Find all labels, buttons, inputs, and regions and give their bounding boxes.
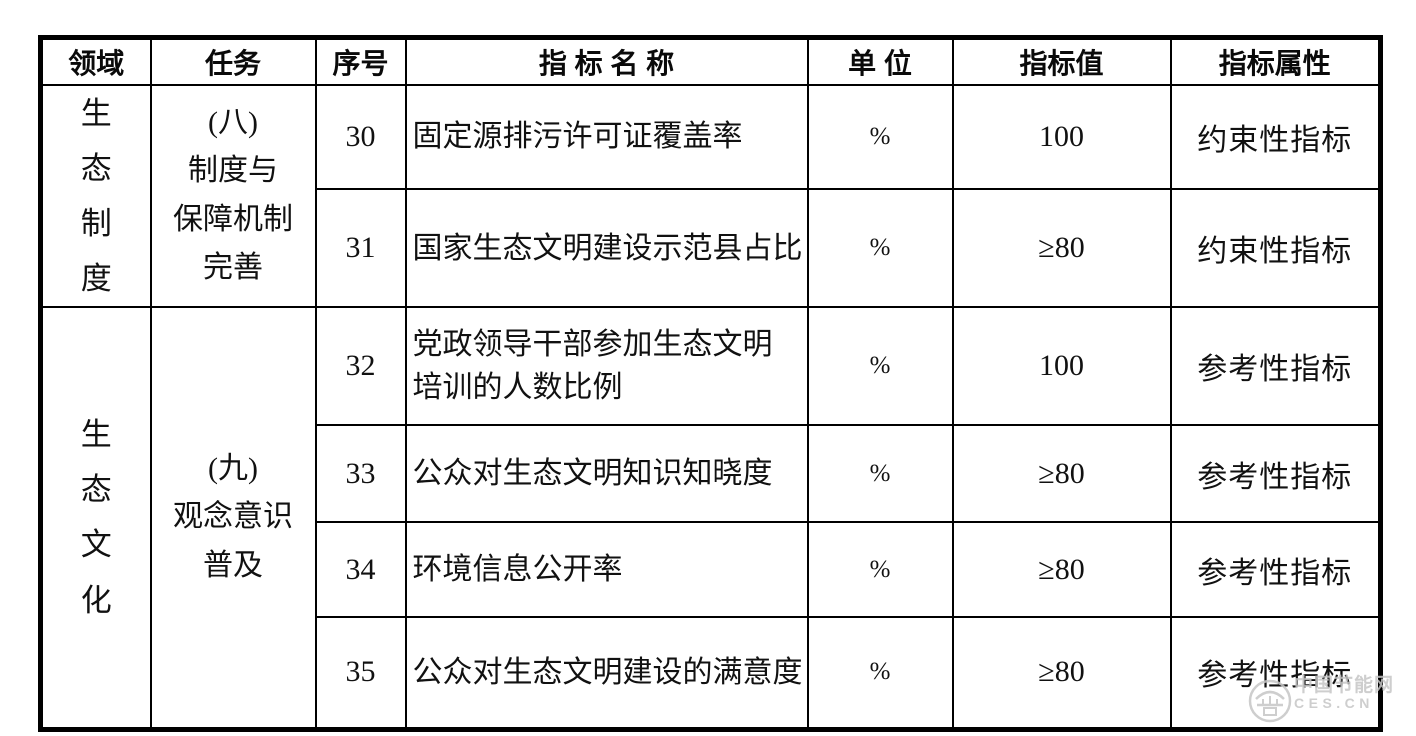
watermark-text: 中国节能网 CES.CN <box>1294 676 1394 711</box>
table-row-31: 31 国家生态文明建设示范县占比% ≥80 约束性指标 <box>41 188 1382 309</box>
task-cell: (八) 制度与 保障机制 完善 <box>149 83 317 309</box>
serial-number-cell: 35 <box>314 616 407 731</box>
header-row: 领域 任务 序号指 标 名 称单 位指标值 指标属性 <box>39 36 1382 86</box>
serial-number-cell: 30 <box>314 83 407 191</box>
domain-cell: 生 态 文 化 <box>39 306 152 731</box>
column-header-3: 序号 <box>314 36 407 86</box>
table-row-30: 生 态 制 度 (八) 制度与 保障机制 完善 30 固定源排污许可证覆盖率% 100 约… <box>39 83 1382 309</box>
indicator-attr-cell: 参考性指标 <box>1169 424 1382 524</box>
indicator-value-cell: ≥80 <box>951 424 1172 524</box>
indicator-attr-cell: 约束性指标 <box>1169 188 1382 309</box>
column-header-4: 指 标 名 称 <box>404 36 809 86</box>
indicator-name-cell: 党政领导干部参加生态文明 培训的人数比例 <box>404 306 809 427</box>
watermark-site-url: CES.CN <box>1294 695 1374 711</box>
column-header-6: 指标值 <box>951 36 1172 86</box>
indicator-attr-cell: 参考性指标 <box>1169 306 1382 427</box>
watermark-logo-icon <box>1248 679 1292 723</box>
task-cell: (九) 观念意识 普及 <box>149 306 317 731</box>
column-header-7: 指标属性 <box>1169 36 1382 86</box>
unit-cell: % <box>806 188 954 309</box>
column-header-5: 单 位 <box>806 36 954 86</box>
serial-number-cell: 31 <box>314 188 407 309</box>
unit-cell: % <box>806 83 954 191</box>
indicator-table: 领域 任务 序号指 标 名 称单 位指标值 指标属性 生 态 制 度 (八) 制度与 保… <box>38 35 1383 732</box>
table-row-34: 34 环境信息公开率% ≥80 参考性指标 <box>41 521 1382 619</box>
column-header-1: 领域 <box>39 36 152 86</box>
unit-cell: % <box>806 424 954 524</box>
indicator-name-cell: 固定源排污许可证覆盖率 <box>404 83 809 191</box>
serial-number-cell: 34 <box>314 521 407 619</box>
indicator-attr-cell: 参考性指标 <box>1169 521 1382 619</box>
watermark: 中国节能网 CES.CN <box>1248 676 1394 723</box>
domain-cell: 生 态 制 度 <box>39 83 152 309</box>
indicator-value-cell: 100 <box>951 306 1172 427</box>
unit-cell: % <box>806 521 954 619</box>
indicator-value-cell: ≥80 <box>951 188 1172 309</box>
serial-number-cell: 32 <box>314 306 407 427</box>
indicator-name-cell: 国家生态文明建设示范县占比 <box>404 188 809 309</box>
indicator-name-cell: 环境信息公开率 <box>404 521 809 619</box>
unit-cell: % <box>806 616 954 731</box>
table-row-32: 生 态 文 化 (九) 观念意识 普及 32 党政领导干部参加生态文明 培训的人数比例… <box>39 306 1382 731</box>
unit-cell: % <box>806 306 954 427</box>
watermark-site-name: 中国节能网 <box>1294 675 1395 696</box>
indicator-value-cell: 100 <box>951 83 1172 191</box>
indicator-value-cell: ≥80 <box>951 521 1172 619</box>
indicator-name-cell: 公众对生态文明知识知晓度 <box>404 424 809 524</box>
indicator-value-cell: ≥80 <box>951 616 1172 731</box>
indicator-attr-cell: 约束性指标 <box>1169 83 1382 191</box>
table-row-35: 35 公众对生态文明建设的满意度% ≥80 参考性指标 <box>41 616 1382 731</box>
column-header-2: 任务 <box>149 36 317 86</box>
serial-number-cell: 33 <box>314 424 407 524</box>
indicator-name-cell: 公众对生态文明建设的满意度 <box>404 616 809 731</box>
table-row-33: 33 公众对生态文明知识知晓度% ≥80 参考性指标 <box>41 424 1382 524</box>
